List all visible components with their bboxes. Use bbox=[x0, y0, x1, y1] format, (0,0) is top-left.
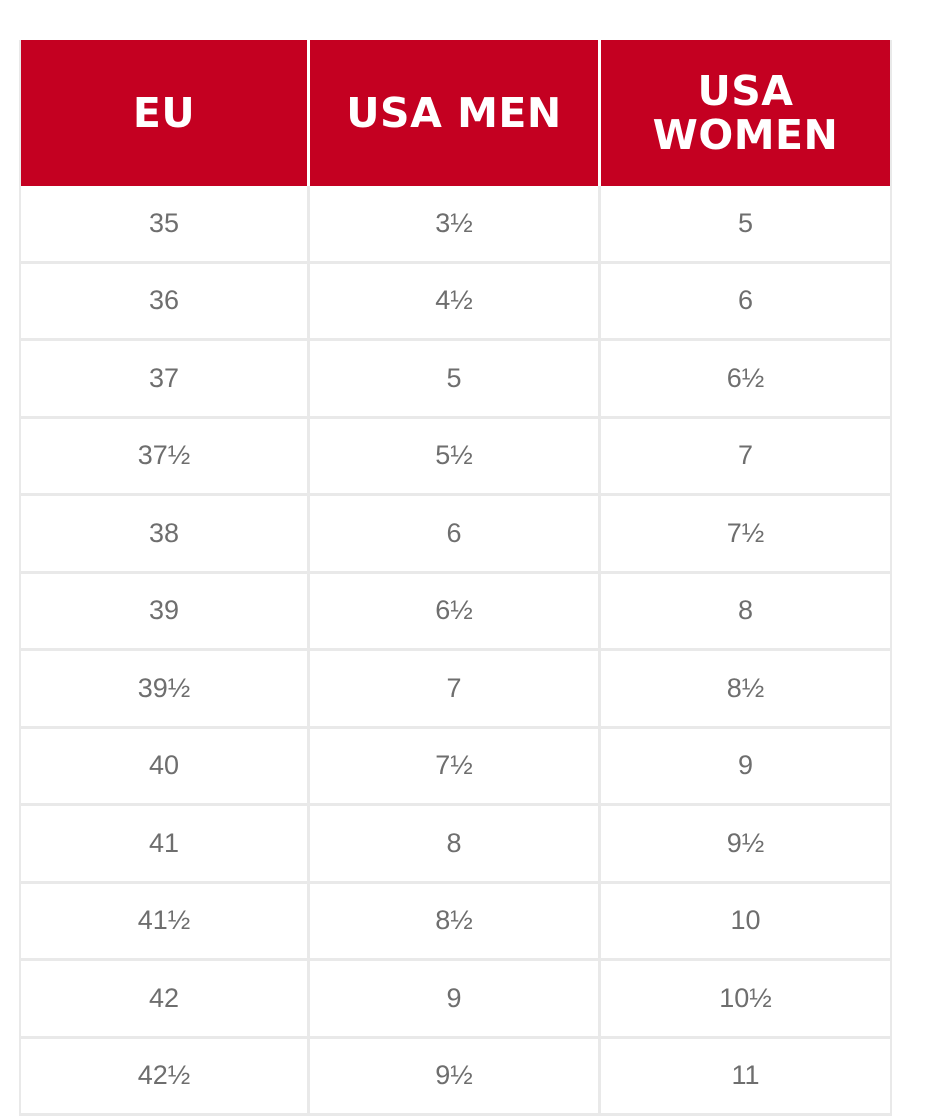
eu-cell: 37½ bbox=[19, 418, 310, 496]
table-row: 40 7½ 9 bbox=[19, 728, 892, 806]
usa-women-cell: 10 bbox=[601, 883, 892, 961]
usa-women-cell: 10½ bbox=[601, 961, 892, 1039]
usa-men-cell: 7½ bbox=[310, 728, 601, 806]
usa-women-cell: 9½ bbox=[601, 806, 892, 884]
eu-cell: 42 bbox=[19, 961, 310, 1039]
eu-cell: 39 bbox=[19, 573, 310, 651]
usa-men-cell: 9½ bbox=[310, 1038, 601, 1116]
usa-men-cell: 4½ bbox=[310, 263, 601, 341]
usa-women-cell: 8½ bbox=[601, 651, 892, 729]
header-usa-men: USA MEN bbox=[310, 40, 601, 186]
usa-women-cell: 7½ bbox=[601, 496, 892, 574]
eu-cell: 42½ bbox=[19, 1038, 310, 1116]
header-row: EU USA MEN USA WOMEN bbox=[19, 40, 892, 186]
table-row: 39 6½ 8 bbox=[19, 573, 892, 651]
table-row: 37 5 6½ bbox=[19, 341, 892, 419]
usa-men-cell: 6 bbox=[310, 496, 601, 574]
eu-cell: 35 bbox=[19, 186, 310, 264]
table-row: 36 4½ 6 bbox=[19, 263, 892, 341]
eu-cell: 36 bbox=[19, 263, 310, 341]
usa-women-cell: 6 bbox=[601, 263, 892, 341]
usa-women-cell: 6½ bbox=[601, 341, 892, 419]
usa-women-cell: 9 bbox=[601, 728, 892, 806]
eu-cell: 39½ bbox=[19, 651, 310, 729]
eu-cell: 40 bbox=[19, 728, 310, 806]
eu-cell: 41½ bbox=[19, 883, 310, 961]
table-row: 42 9 10½ bbox=[19, 961, 892, 1039]
usa-men-cell: 6½ bbox=[310, 573, 601, 651]
table-row: 41½ 8½ 10 bbox=[19, 883, 892, 961]
usa-women-cell: 8 bbox=[601, 573, 892, 651]
size-conversion-table: EU USA MEN USA WOMEN 35 3½ 5 36 4½ 6 37 5 6½ 37½ 5… bbox=[19, 40, 892, 1116]
usa-men-cell: 5 bbox=[310, 341, 601, 419]
usa-men-cell: 9 bbox=[310, 961, 601, 1039]
usa-women-cell: 11 bbox=[601, 1038, 892, 1116]
eu-cell: 38 bbox=[19, 496, 310, 574]
table-row: 42½ 9½ 11 bbox=[19, 1038, 892, 1116]
table-row: 39½ 7 8½ bbox=[19, 651, 892, 729]
usa-men-cell: 7 bbox=[310, 651, 601, 729]
usa-women-cell: 5 bbox=[601, 186, 892, 264]
table-row: 41 8 9½ bbox=[19, 806, 892, 884]
usa-men-cell: 3½ bbox=[310, 186, 601, 264]
table-row: 37½ 5½ 7 bbox=[19, 418, 892, 496]
table-row: 38 6 7½ bbox=[19, 496, 892, 574]
header-usa-women: USA WOMEN bbox=[601, 40, 892, 186]
usa-men-cell: 5½ bbox=[310, 418, 601, 496]
usa-men-cell: 8 bbox=[310, 806, 601, 884]
eu-cell: 37 bbox=[19, 341, 310, 419]
table-header: EU USA MEN USA WOMEN bbox=[19, 40, 892, 186]
header-eu: EU bbox=[19, 40, 310, 186]
table-row: 35 3½ 5 bbox=[19, 186, 892, 264]
usa-women-cell: 7 bbox=[601, 418, 892, 496]
table-body: 35 3½ 5 36 4½ 6 37 5 6½ 37½ 5½ 7 38 6 7½ 39 6½ 8 39½ 7 8½ 40 7… bbox=[19, 186, 892, 1116]
eu-cell: 41 bbox=[19, 806, 310, 884]
usa-men-cell: 8½ bbox=[310, 883, 601, 961]
